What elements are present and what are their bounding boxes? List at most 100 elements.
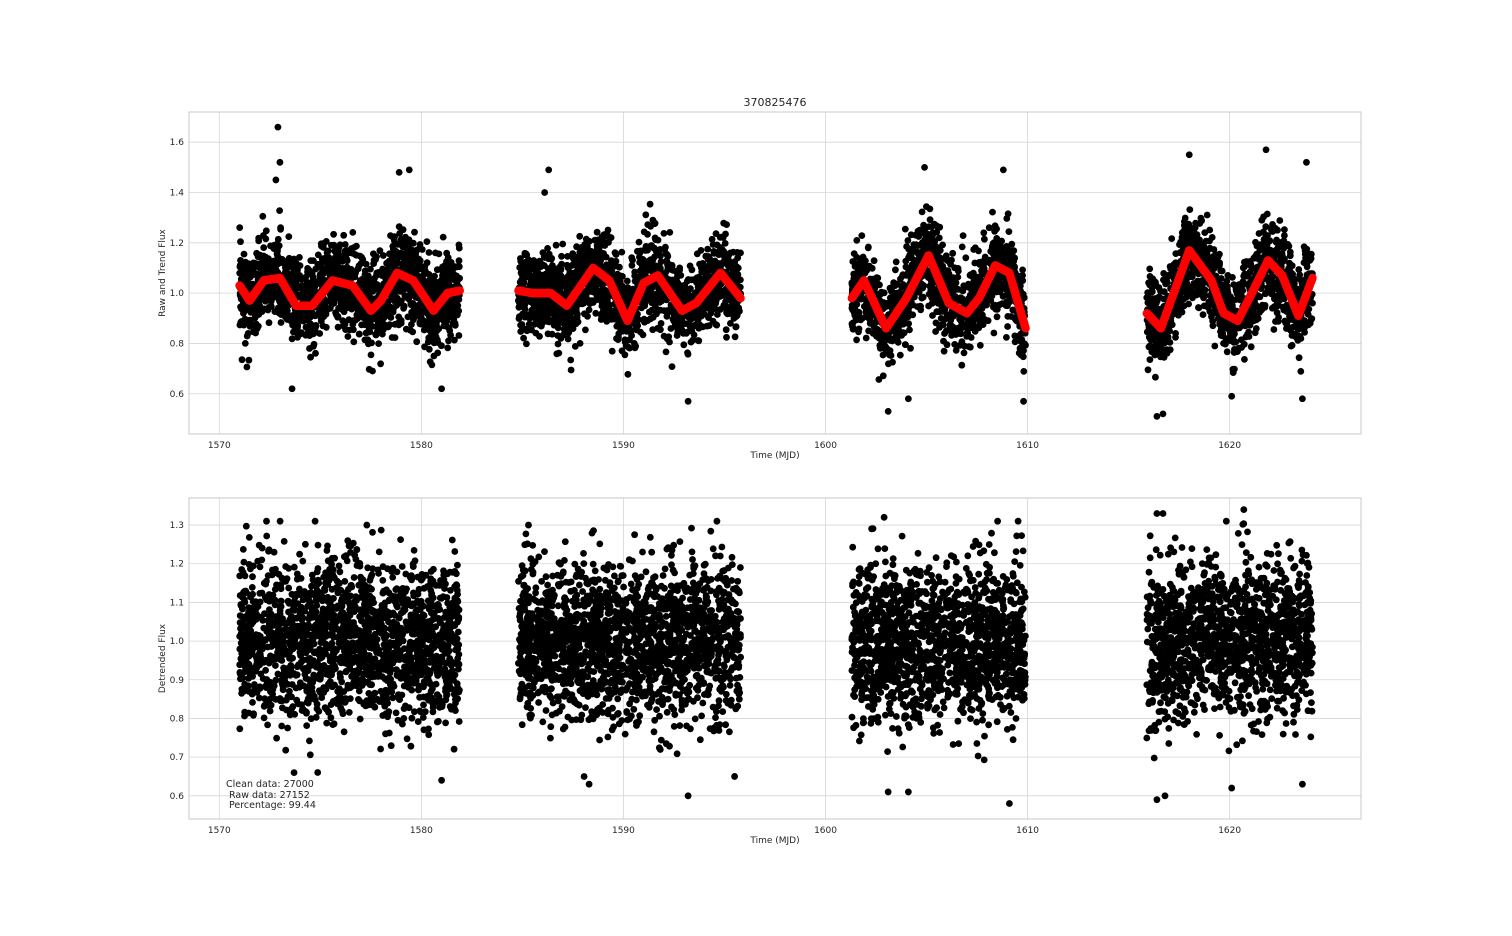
raw-flux-point [316,330,324,337]
raw-flux-point [858,295,866,303]
raw-flux-point [274,288,282,296]
raw-flux-point [550,321,558,329]
raw-flux-point [960,349,968,357]
raw-flux-point [374,314,382,321]
raw-flux-point [674,329,682,336]
raw-flux-point [603,297,611,305]
raw-flux-point [423,238,431,246]
raw-flux-point [686,262,694,270]
raw-flux-point [677,272,685,279]
raw-flux-point [924,270,932,278]
raw-flux-point [408,321,415,328]
raw-flux-point [933,228,941,236]
raw-flux-point [449,269,456,276]
raw-flux-point [666,229,674,236]
raw-flux-point [705,253,712,260]
raw-flux-point [540,300,548,308]
raw-flux-point [285,233,293,241]
raw-flux-point [432,333,440,341]
raw-flux-point [661,295,668,303]
raw-flux-point [999,293,1007,300]
raw-flux-point [693,250,701,258]
raw-flux-point [349,229,357,236]
raw-flux-point [636,259,643,266]
raw-flux-point [694,337,702,344]
raw-flux-point [444,344,452,352]
raw-flux-point [714,311,721,318]
raw-flux-point [896,351,904,359]
raw-flux-point [874,329,881,336]
raw-flux-point [1005,228,1013,236]
raw-flux-point [704,268,711,275]
raw-flux-point [547,300,555,308]
raw-flux-point [421,268,429,276]
raw-flux-point [990,329,998,337]
raw-flux-point [989,208,996,216]
raw-flux-point [350,338,358,346]
top-panel-raw-and-trend-flux: 1570 1580 1590 1600 1610 16200.60.81.01.21.41… [158,111,1362,461]
raw-flux-point [886,351,893,359]
raw-flux-point [637,328,644,336]
raw-flux-point [548,306,555,314]
raw-flux-point [899,329,907,336]
raw-flux-point [976,341,984,349]
raw-flux-point [648,306,656,314]
raw-flux-point [455,257,463,265]
raw-flux-point [660,230,668,237]
raw-flux-point [317,306,325,314]
raw-flux-point [558,260,566,268]
raw-flux-point [861,257,869,264]
raw-flux-point [732,323,740,330]
raw-flux-point [696,278,704,286]
raw-flux-point [260,244,268,252]
raw-flux-point [1003,298,1010,306]
raw-flux-point [552,241,560,249]
raw-flux-point [555,311,563,319]
raw-flux-point [853,237,861,244]
raw-flux-point [732,274,740,282]
raw-flux-point [732,301,740,309]
raw-flux-point [904,237,912,244]
raw-flux-point [959,232,967,240]
raw-flux-point [926,216,934,224]
raw-flux-point [1009,306,1017,314]
raw-flux-point [379,320,387,328]
raw-flux-point [455,244,463,252]
raw-flux-point [350,326,357,334]
raw-flux-point [259,212,267,220]
raw-flux-point [645,266,653,274]
raw-flux-point [958,338,966,345]
raw-flux-point [287,317,295,325]
raw-flux-point [430,352,438,360]
raw-flux-point [1019,353,1027,361]
raw-flux-point [940,347,948,355]
raw-flux-point [993,313,1001,321]
raw-flux-point [331,269,339,277]
raw-flux-point [341,241,349,248]
raw-flux-point [240,250,248,258]
raw-flux-point [573,314,581,322]
raw-flux-point [446,275,454,283]
raw-flux-point [523,340,530,348]
raw-flux-point [936,308,944,316]
raw-flux-point [364,272,372,280]
raw-flux-point [614,271,622,279]
raw-flux-point [1019,277,1027,284]
raw-flux-point [958,361,966,369]
raw-flux-point [420,326,428,334]
raw-flux-point [438,342,445,350]
raw-flux-point [996,301,1004,308]
raw-flux-point [669,266,677,274]
raw-flux-point [949,249,957,257]
raw-flux-point [332,253,340,260]
raw-flux-point [332,309,339,317]
raw-flux-point [563,325,571,333]
raw-flux-point [720,258,728,265]
raw-flux-point [280,305,287,313]
raw-flux-point [373,272,380,279]
raw-flux-point [642,211,650,219]
raw-flux-point [970,269,977,277]
raw-flux-point [372,331,380,339]
raw-flux-point [264,292,272,300]
raw-flux-point [708,299,716,307]
